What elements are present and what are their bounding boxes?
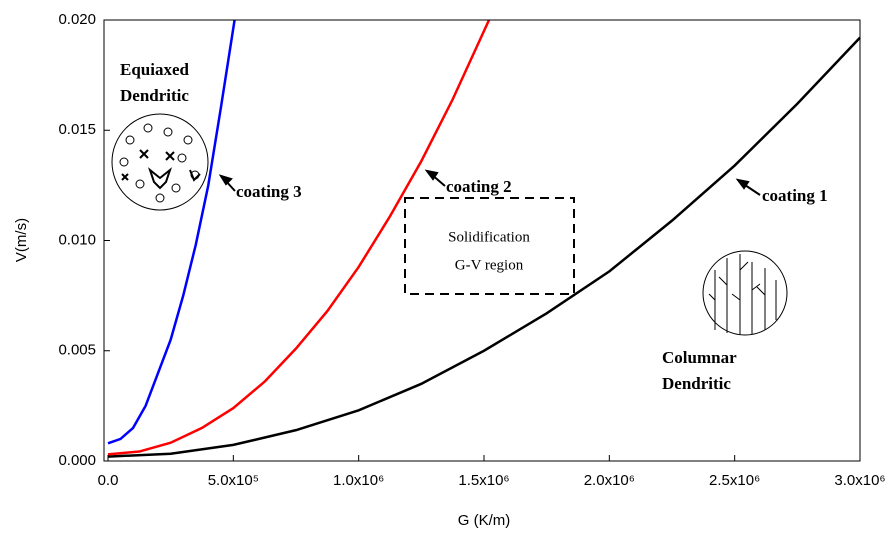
- x-tick-label: 2.5x10⁶: [709, 472, 760, 489]
- x-tick-label: 1.5x10⁶: [458, 472, 509, 489]
- plot-area: [107, 19, 861, 458]
- columnar-icon: [702, 250, 788, 336]
- annotation: Solidification: [448, 229, 530, 245]
- x-tick-label: 2.0x10⁶: [584, 472, 635, 489]
- x-tick-label: 3.0x10⁶: [834, 472, 885, 489]
- y-tick-label: 0.015: [58, 121, 96, 138]
- annotation: Dendritic: [662, 374, 731, 393]
- y-tick-label: 0.010: [58, 231, 96, 248]
- series-label: coating 3: [236, 182, 302, 201]
- y-tick-label: 0.000: [58, 452, 96, 469]
- y-tick-label: 0.020: [58, 11, 96, 28]
- equiaxed-icon: [111, 113, 209, 211]
- x-axis-title: G (K/m): [458, 512, 511, 529]
- x-tick-label: 5.0x10⁵: [208, 472, 259, 489]
- annotation: Equiaxed: [120, 60, 190, 79]
- y-tick-label: 0.005: [58, 342, 96, 359]
- series-line: [107, 19, 236, 445]
- annotation: G-V region: [455, 257, 524, 273]
- series-label: coating 1: [762, 186, 828, 205]
- series-label: coating 2: [446, 177, 512, 196]
- arrows: [218, 169, 761, 196]
- series-line: [107, 19, 491, 456]
- series-line: [107, 36, 861, 458]
- y-axis-title: V(m/s): [13, 218, 30, 262]
- annotation: Columnar: [662, 348, 737, 367]
- x-tick-label: 0.0: [98, 472, 119, 489]
- x-tick-label: 1.0x10⁶: [333, 472, 384, 489]
- annotation: Dendritic: [120, 86, 189, 105]
- region-box: [404, 197, 575, 295]
